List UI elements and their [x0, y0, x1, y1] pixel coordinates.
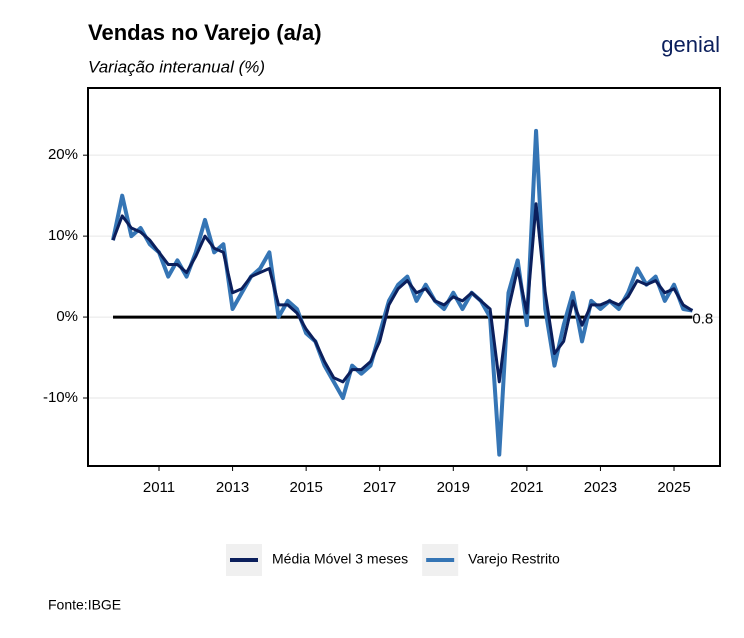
legend-label: Média Móvel 3 meses — [272, 551, 408, 567]
x-tick-label: 2013 — [216, 479, 249, 496]
plot-frame — [87, 87, 721, 467]
source-note: Fonte:IBGE — [48, 597, 121, 613]
x-tick-label: 2011 — [143, 479, 175, 496]
y-tick-label: 0% — [56, 308, 78, 325]
y-tick-label: -10% — [43, 389, 78, 406]
x-tick-label: 2019 — [437, 479, 470, 496]
chart-subtitle: Variação interanual (%) — [88, 57, 265, 76]
x-tick-label: 2017 — [363, 479, 396, 496]
end-label: 0.8 — [692, 311, 713, 328]
x-tick-label: 2015 — [289, 479, 322, 496]
y-tick-label: 20% — [48, 146, 78, 163]
y-tick-label: 10% — [48, 227, 78, 244]
series-line — [111, 128, 693, 457]
x-tick-label: 2021 — [510, 479, 543, 496]
legend-label: Varejo Restrito — [468, 551, 560, 567]
series-line — [111, 202, 694, 384]
x-tick-label: 2025 — [657, 479, 690, 496]
brand-logo: genial — [661, 32, 720, 57]
x-tick-label: 2023 — [584, 479, 617, 496]
chart-title: Vendas no Varejo (a/a) — [88, 20, 322, 45]
